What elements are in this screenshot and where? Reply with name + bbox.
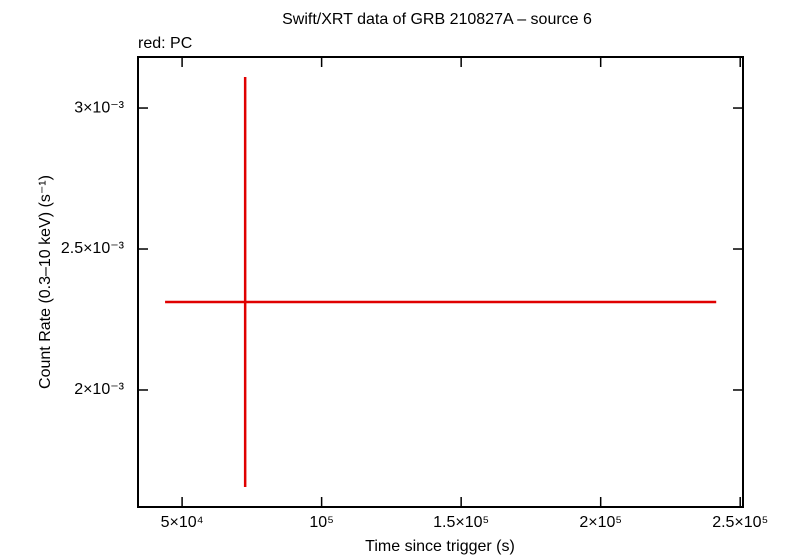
y-tick-label: 2.5×10⁻³ (61, 240, 125, 257)
x-tick-label: 10⁵ (309, 514, 333, 531)
x-tick-label: 1.5×10⁵ (433, 514, 489, 531)
x-tick-label: 2×10⁵ (579, 514, 622, 531)
x-axis-label: Time since trigger (s) (365, 538, 515, 555)
x-tick-label: 2.5×10⁵ (712, 514, 768, 531)
y-tick-label: 2×10⁻³ (74, 381, 124, 398)
y-tick-label: 3×10⁻³ (74, 99, 124, 116)
chart-subtitle: red: PC (138, 35, 192, 52)
chart-title: Swift/XRT data of GRB 210827A – source 6 (282, 11, 592, 28)
y-axis-label: Count Rate (0.3–10 keV) (s⁻¹) (37, 175, 54, 389)
x-tick-label: 5×10⁴ (161, 514, 204, 531)
plot-frame (137, 56, 744, 508)
